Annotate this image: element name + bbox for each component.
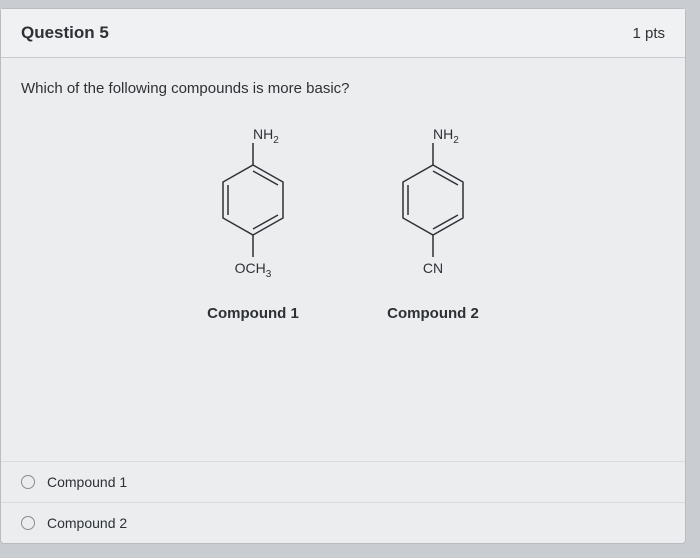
- question-body: Which of the following compounds is more…: [1, 58, 685, 461]
- points-label: 1 pts: [632, 25, 665, 42]
- question-number: Question 5: [21, 23, 109, 43]
- question-header: Question 5 1 pts: [1, 9, 685, 58]
- options-container: Compound 1 Compound 2: [1, 461, 685, 543]
- compounds-container: NH2 OCH3 Compound: [21, 125, 665, 322]
- option-1-text: Compound 1: [47, 474, 127, 490]
- compound-1-label: Compound 1: [207, 305, 299, 322]
- compound-2-label: Compound 2: [387, 305, 479, 322]
- compound-2: NH2 CN Compound 2: [378, 125, 488, 322]
- question-text: Which of the following compounds is more…: [21, 80, 665, 97]
- svg-text:NH2: NH2: [433, 126, 459, 146]
- option-2-text: Compound 2: [47, 515, 127, 531]
- option-compound-1[interactable]: Compound 1: [1, 462, 685, 502]
- svg-text:NH2: NH2: [253, 126, 279, 146]
- svg-text:CN: CN: [423, 260, 443, 276]
- structure-2-svg: NH2 CN: [378, 125, 488, 295]
- structure-1-svg: NH2 OCH3: [198, 125, 308, 295]
- compound-1: NH2 OCH3 Compound: [198, 125, 308, 322]
- radio-icon: [21, 475, 35, 489]
- option-compound-2[interactable]: Compound 2: [1, 502, 685, 543]
- radio-icon: [21, 516, 35, 530]
- svg-text:OCH3: OCH3: [235, 260, 272, 280]
- quiz-card: Question 5 1 pts Which of the following …: [0, 8, 686, 544]
